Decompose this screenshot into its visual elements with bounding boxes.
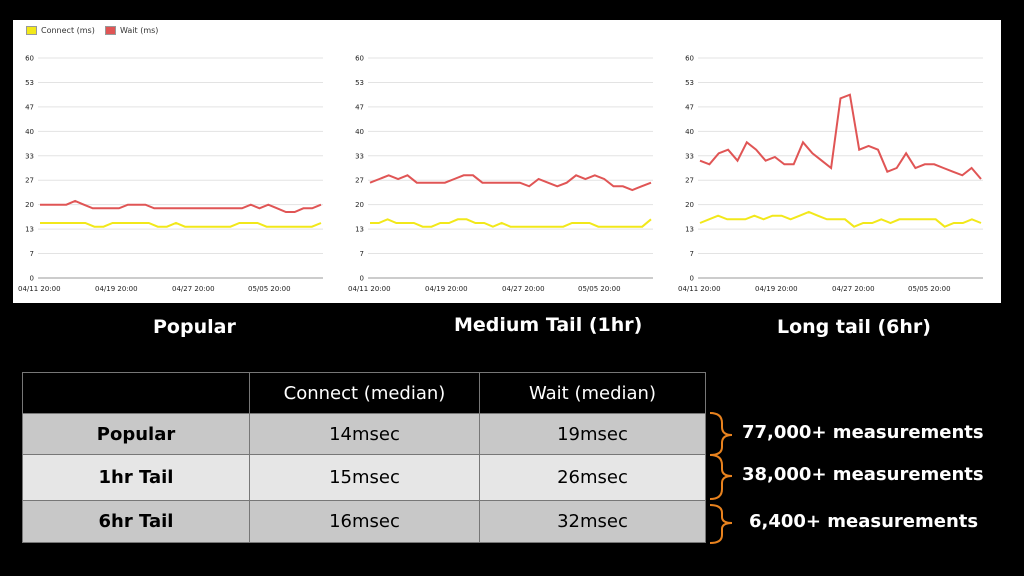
x-tick-label: 05/05 20:00	[578, 285, 621, 293]
y-tick-label: 47	[685, 103, 694, 111]
y-tick-label: 7	[690, 250, 694, 258]
series-line	[699, 210, 982, 228]
legend-connect-swatch	[26, 26, 37, 35]
y-tick-label: 60	[685, 55, 694, 63]
series-line	[40, 199, 322, 213]
y-tick-label: 53	[25, 79, 34, 87]
y-tick-label: 40	[685, 128, 694, 136]
y-tick-label: 0	[360, 275, 364, 283]
y-tick-label: 53	[355, 79, 364, 87]
y-tick-label: 40	[355, 128, 364, 136]
x-tick-label: 04/27 20:00	[172, 285, 215, 293]
x-tick-label: 04/19 20:00	[425, 285, 468, 293]
y-tick-label: 27	[25, 177, 34, 185]
table-header-wait: Wait (median)	[479, 372, 706, 414]
legend-wait-label: Wait (ms)	[120, 26, 159, 35]
series-line	[370, 218, 652, 228]
y-tick-label: 33	[685, 152, 694, 160]
chart-medium-tail: 0 7 13 20 27 33 40 47 53 60 04/11 20:00 04/19 20:00…	[348, 55, 653, 293]
x-tick-label: 04/11 20:00	[678, 285, 721, 293]
legend-connect-label: Connect (ms)	[41, 26, 95, 35]
table-header-row: Connect (median) Wait (median)	[22, 372, 706, 414]
x-tick-label: 04/19 20:00	[755, 285, 798, 293]
y-tick-label: 20	[685, 201, 694, 209]
y-tick-label: 13	[685, 226, 694, 234]
brace-1hr	[709, 454, 733, 500]
y-tick-label: 27	[355, 177, 364, 185]
x-tick-label: 04/11 20:00	[18, 285, 61, 293]
y-tick-label: 7	[30, 250, 34, 258]
measurements-1hr: 38,000+ measurements	[742, 464, 984, 485]
row-connect: 16msec	[249, 500, 480, 543]
y-tick-label: 60	[355, 55, 364, 63]
chart-popular: 0 7 13 20 27 33 40 47 53 60 04/11 20:00 04/19 20:00…	[18, 55, 323, 293]
x-tick-label: 05/05 20:00	[248, 285, 291, 293]
row-wait: 19msec	[479, 413, 706, 455]
y-tick-label: 47	[25, 103, 34, 111]
y-tick-label: 33	[355, 152, 364, 160]
braces	[709, 412, 733, 544]
series-line	[369, 174, 652, 192]
x-tick-label: 04/11 20:00	[348, 285, 391, 293]
y-tick-label: 13	[355, 226, 364, 234]
row-connect: 14msec	[249, 413, 480, 455]
table-row: Popular 14msec 19msec	[22, 413, 706, 455]
table-header-empty	[22, 372, 250, 414]
y-tick-label: 40	[25, 128, 34, 136]
table-row: 6hr Tail 16msec 32msec	[22, 500, 706, 543]
x-tick-label: 04/19 20:00	[95, 285, 138, 293]
caption-long-tail: Long tail (6hr)	[777, 316, 931, 338]
y-tick-label: 53	[685, 79, 694, 87]
caption-popular: Popular	[153, 316, 236, 338]
legend-wait: Wait (ms)	[105, 26, 158, 35]
x-tick-label: 05/05 20:00	[908, 285, 951, 293]
series-line	[40, 221, 322, 228]
measurements-popular: 77,000+ measurements	[742, 422, 984, 443]
table-row: 1hr Tail 15msec 26msec	[22, 454, 706, 501]
table-header-connect: Connect (median)	[249, 372, 480, 414]
measurements-6hr: 6,400+ measurements	[749, 511, 979, 532]
row-label: 1hr Tail	[22, 454, 250, 501]
chart-panel: Connect (ms) Wait (ms) 0 7 13 20 27 33 40 47 53 6…	[13, 20, 1001, 303]
y-tick-label: 13	[25, 226, 34, 234]
row-wait: 32msec	[479, 500, 706, 543]
x-tick-label: 04/27 20:00	[832, 285, 875, 293]
y-tick-label: 33	[25, 152, 34, 160]
legend-wait-swatch	[105, 26, 116, 35]
y-tick-label: 60	[25, 55, 34, 63]
series-line	[699, 93, 982, 180]
y-tick-label: 20	[25, 201, 34, 209]
brace-6hr	[709, 504, 733, 544]
y-tick-label: 0	[690, 275, 694, 283]
legend-connect: Connect (ms)	[26, 26, 95, 35]
y-tick-label: 20	[355, 201, 364, 209]
chart-long-tail: 0 7 13 20 27 33 40 47 53 60 04/11 20:00 04/19 20:00…	[678, 55, 983, 293]
y-tick-label: 47	[355, 103, 364, 111]
row-label: 6hr Tail	[22, 500, 250, 543]
caption-medium-tail: Medium Tail (1hr)	[454, 314, 643, 336]
stats-table: Connect (median) Wait (median) Popular 1…	[22, 372, 706, 543]
brace-popular	[709, 412, 733, 456]
row-label: Popular	[22, 413, 250, 455]
y-tick-label: 0	[30, 275, 34, 283]
y-tick-label: 7	[360, 250, 364, 258]
x-tick-label: 04/27 20:00	[502, 285, 545, 293]
row-connect: 15msec	[249, 454, 480, 501]
row-wait: 26msec	[479, 454, 706, 501]
y-tick-label: 27	[685, 177, 694, 185]
